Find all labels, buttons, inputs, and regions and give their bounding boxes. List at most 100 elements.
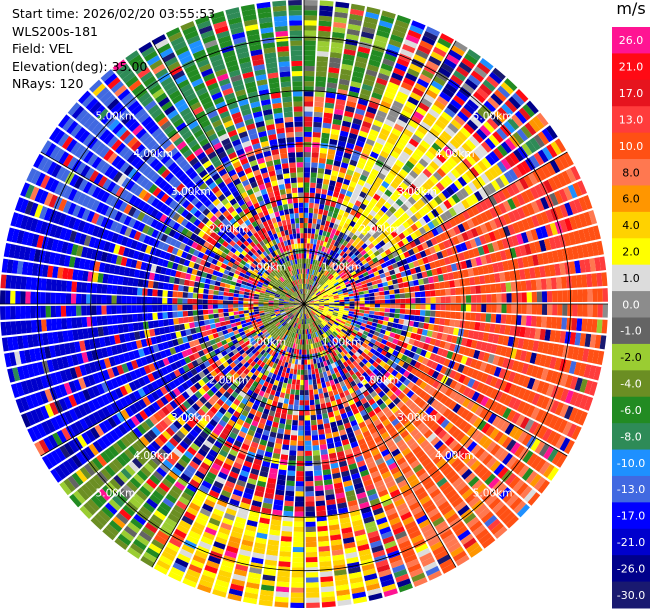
velocity-gate — [287, 312, 292, 316]
velocity-gate — [433, 100, 446, 111]
velocity-gate — [416, 272, 423, 279]
velocity-gate — [396, 400, 405, 409]
velocity-gate — [134, 412, 145, 424]
velocity-gate — [421, 357, 429, 366]
velocity-gate — [231, 578, 246, 587]
velocity-gate — [114, 537, 129, 550]
velocity-gate — [334, 569, 347, 576]
velocity-gate — [554, 138, 567, 153]
velocity-gate — [415, 106, 427, 117]
velocity-gate — [338, 193, 345, 200]
velocity-gate — [52, 432, 63, 446]
velocity-gate — [300, 319, 303, 325]
velocity-gate — [393, 210, 402, 219]
velocity-gate — [417, 547, 431, 558]
velocity-gate — [293, 332, 297, 339]
velocity-gate — [412, 246, 420, 254]
velocity-gate — [345, 283, 352, 288]
velocity-gate — [514, 246, 522, 258]
velocity-gate — [351, 262, 357, 268]
velocity-gate — [361, 358, 369, 365]
velocity-gate — [451, 521, 465, 533]
velocity-gate — [297, 440, 304, 446]
velocity-gate — [511, 304, 517, 314]
velocity-gate — [350, 581, 365, 589]
velocity-gate — [543, 238, 552, 251]
velocity-gate — [241, 443, 250, 451]
velocity-gate — [587, 288, 593, 302]
velocity-gate — [508, 425, 520, 438]
velocity-gate — [298, 313, 301, 319]
velocity-gate — [369, 292, 375, 297]
velocity-gate — [316, 183, 323, 189]
velocity-gate — [469, 321, 476, 330]
velocity-gate — [317, 383, 322, 389]
velocity-gate — [391, 493, 403, 503]
velocity-gate — [239, 502, 251, 510]
velocity-gate — [352, 273, 358, 279]
velocity-gate — [384, 189, 393, 198]
velocity-gate — [544, 265, 551, 277]
velocity-gate — [562, 345, 570, 358]
velocity-gate — [249, 345, 256, 352]
velocity-gate — [308, 300, 314, 303]
velocity-gate — [325, 401, 332, 408]
velocity-gate — [243, 361, 250, 369]
velocity-gate — [129, 404, 139, 415]
velocity-gate — [333, 436, 341, 443]
velocity-gate — [290, 315, 295, 320]
velocity-gate — [460, 242, 468, 252]
velocity-gate — [479, 223, 488, 234]
velocity-gate — [298, 334, 301, 340]
velocity-gate — [320, 571, 333, 578]
velocity-gate — [311, 435, 319, 441]
velocity-gate — [322, 209, 329, 216]
velocity-gate — [249, 337, 255, 343]
velocity-gate — [312, 343, 316, 349]
velocity-gate — [356, 491, 367, 500]
velocity-gate — [372, 193, 381, 201]
velocity-gate — [359, 385, 367, 393]
velocity-gate — [181, 544, 195, 554]
velocity-gate — [397, 413, 406, 422]
velocity-gate — [401, 447, 412, 457]
velocity-gate — [330, 462, 339, 469]
velocity-gate — [312, 316, 316, 321]
velocity-gate — [573, 409, 584, 424]
velocity-gate — [486, 440, 497, 453]
velocity-gate — [412, 87, 425, 97]
velocity-gate — [477, 351, 486, 361]
velocity-gate — [324, 337, 329, 344]
velocity-gate — [382, 145, 392, 155]
velocity-gate — [124, 383, 133, 394]
velocity-gate — [430, 237, 438, 246]
velocity-gate — [304, 35, 317, 41]
velocity-gate — [441, 349, 449, 358]
velocity-gate — [313, 315, 317, 321]
velocity-gate — [294, 306, 300, 309]
velocity-gate — [343, 178, 351, 186]
velocity-gate — [399, 375, 407, 383]
velocity-gate — [332, 337, 338, 344]
velocity-gate — [394, 530, 408, 540]
velocity-gate — [427, 344, 435, 353]
velocity-gate — [386, 226, 395, 234]
velocity-gate — [304, 0, 318, 6]
velocity-gate — [163, 416, 173, 427]
velocity-gate — [352, 596, 368, 604]
velocity-gate — [507, 211, 517, 223]
velocity-gate — [583, 211, 593, 226]
velocity-gate — [195, 344, 203, 352]
velocity-gate — [493, 205, 503, 217]
velocity-gate — [373, 288, 379, 293]
velocity-gate — [304, 238, 307, 244]
velocity-gate — [280, 535, 292, 542]
velocity-gate — [355, 140, 365, 148]
velocity-gate — [434, 402, 444, 412]
velocity-gate — [509, 497, 523, 511]
velocity-gate — [332, 280, 338, 285]
velocity-gate — [274, 358, 280, 365]
velocity-gate — [464, 472, 476, 484]
velocity-gate — [109, 429, 120, 441]
velocity-gate — [544, 413, 554, 427]
